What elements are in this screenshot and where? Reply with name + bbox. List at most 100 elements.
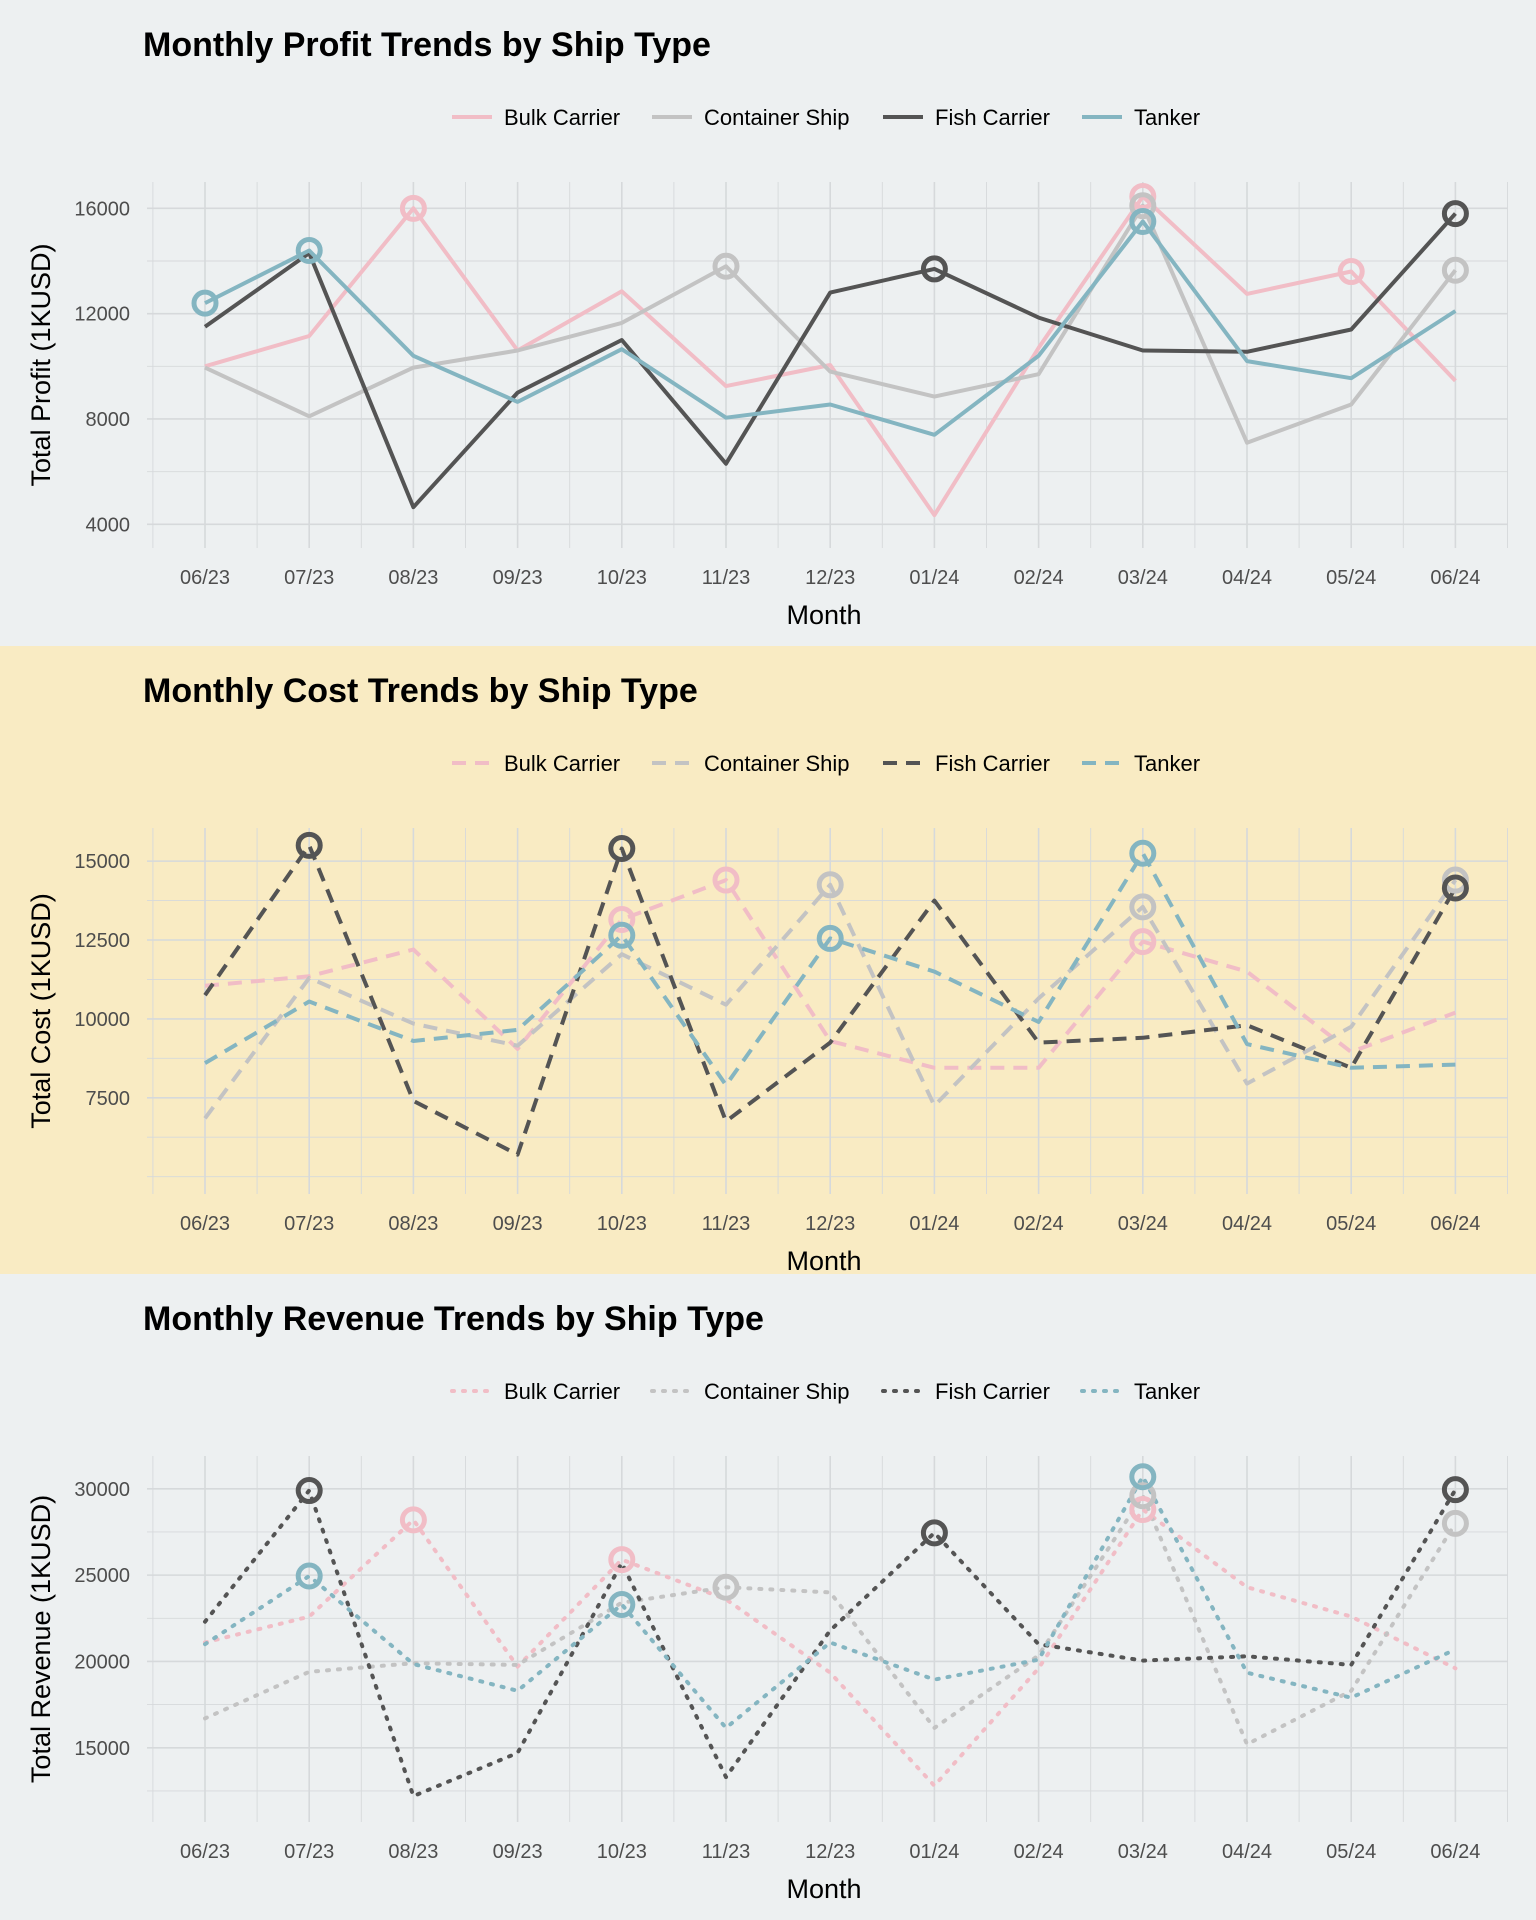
x-tick-label: 06/23 [180, 567, 230, 589]
panel-background [0, 1274, 1536, 1920]
x-tick-label: 07/23 [284, 1213, 334, 1235]
y-tick-label: 30000 [74, 1479, 130, 1501]
series-line-container-ship [204, 203, 1457, 445]
legend: Bulk Carrier Container Ship Fish Carrier Ta… [452, 751, 1200, 776]
highlight-marker-container-ship [1129, 893, 1157, 921]
x-tick-label: 03/24 [1118, 1213, 1168, 1235]
highlight-marker-bulk-carrier [1129, 182, 1157, 210]
y-axis-title: Total Profit (1KUSD) [26, 243, 56, 486]
legend-label-fish-carrier: Fish Carrier [935, 105, 1050, 130]
legend: Bulk Carrier Container Ship Fish Carrier Ta… [450, 1379, 1200, 1404]
x-tick-label: 06/23 [180, 1841, 230, 1863]
x-tick-label: 09/23 [493, 567, 543, 589]
x-tick-label: 05/24 [1326, 567, 1376, 589]
chart-title: Monthly Profit Trends by Ship Type [143, 26, 711, 64]
highlight-marker-container-ship [816, 871, 844, 899]
highlight-marker-fish-carrier [920, 1519, 948, 1547]
profit-panel: Monthly Profit Trends by Ship Type Bulk C… [0, 0, 1536, 646]
highlight-marker-tanker [608, 1590, 636, 1618]
x-tick-label: 10/23 [597, 1841, 647, 1863]
legend-label-bulk-carrier: Bulk Carrier [504, 751, 620, 776]
x-tick-label: 08/23 [388, 1213, 438, 1235]
highlight-marker-fish-carrier [295, 831, 323, 859]
y-tick-label: 20000 [74, 1651, 130, 1673]
highlight-marker-bulk-carrier [608, 906, 636, 933]
x-tick-label: 10/23 [597, 1213, 647, 1235]
x-tick-label: 05/24 [1326, 1213, 1376, 1235]
y-tick-label: 16000 [74, 198, 130, 220]
x-tick-label: 12/23 [805, 567, 855, 589]
x-tick-label: 11/23 [702, 1841, 751, 1863]
x-axis-title: Month [786, 600, 861, 630]
y-tick-label: 12500 [74, 930, 130, 952]
highlight-marker-fish-carrier [608, 835, 636, 863]
highlight-marker-fish-carrier [1441, 200, 1469, 228]
highlight-marker-bulk-carrier [399, 1506, 427, 1534]
highlight-marker-container-ship [1129, 1482, 1157, 1510]
highlight-marker-bulk-carrier [399, 194, 427, 222]
x-tick-label: 02/24 [1014, 567, 1064, 589]
panel-background [0, 0, 1536, 646]
y-tick-label: 4000 [86, 514, 131, 536]
series-line-tanker [204, 219, 1457, 437]
highlight-marker-bulk-carrier [1337, 258, 1365, 286]
revenue-panel: Monthly Revenue Trends by Ship Type Bulk … [0, 1274, 1536, 1920]
x-axis-title: Month [786, 1874, 861, 1904]
series-lines [203, 194, 1457, 518]
x-tick-label: 06/24 [1430, 567, 1480, 589]
x-tick-label: 06/23 [180, 1213, 230, 1235]
y-tick-label: 25000 [74, 1565, 130, 1587]
x-tick-label: 03/24 [1118, 1841, 1168, 1863]
highlight-markers [295, 831, 1469, 956]
legend-label-fish-carrier: Fish Carrier [935, 751, 1050, 776]
highlight-marker-container-ship [712, 252, 740, 280]
legend-label-tanker: Tanker [1134, 105, 1200, 130]
highlight-marker-tanker [1129, 839, 1157, 867]
cost-panel: Monthly Cost Trends by Ship Type Bulk Car… [0, 646, 1536, 1274]
highlight-marker-tanker [191, 289, 219, 317]
x-tick-label: 07/23 [284, 567, 334, 589]
x-tick-label: 04/24 [1222, 567, 1272, 589]
series-line-bulk-carrier [203, 1507, 1458, 1788]
y-tick-label: 12000 [74, 304, 130, 326]
legend-label-tanker: Tanker [1134, 1379, 1200, 1404]
highlight-marker-tanker [295, 236, 323, 264]
highlight-marker-tanker [295, 1562, 323, 1590]
x-tick-label: 06/24 [1430, 1213, 1480, 1235]
highlight-marker-bulk-carrier [608, 1546, 636, 1574]
x-tick-label: 09/23 [493, 1841, 543, 1863]
highlight-marker-tanker [608, 921, 636, 949]
y-axis-title: Total Revenue (1KUSD) [26, 1495, 56, 1783]
x-tick-label: 01/24 [909, 1213, 959, 1235]
highlight-marker-tanker [1129, 1463, 1157, 1491]
highlight-marker-tanker [816, 924, 844, 952]
y-tick-label: 8000 [86, 409, 131, 431]
legend: Bulk Carrier Container Ship Fish Carrier Ta… [452, 105, 1200, 130]
series-line-container-ship [203, 1493, 1458, 1747]
y-axis-title: Total Cost (1KUSD) [26, 893, 56, 1129]
x-tick-label: 04/24 [1222, 1213, 1272, 1235]
x-tick-label: 01/24 [909, 567, 959, 589]
legend-label-fish-carrier: Fish Carrier [935, 1379, 1050, 1404]
x-tick-label: 12/23 [805, 1213, 855, 1235]
series-lines [203, 1474, 1458, 1799]
x-tick-label: 10/23 [597, 567, 647, 589]
grid [147, 828, 1508, 1194]
highlight-marker-fish-carrier [295, 1477, 323, 1505]
highlight-marker-fish-carrier [920, 255, 948, 283]
chart-title: Monthly Revenue Trends by Ship Type [143, 1300, 764, 1338]
x-tick-label: 02/24 [1014, 1213, 1064, 1235]
y-tick-label: 15000 [74, 1738, 130, 1760]
chart-title: Monthly Cost Trends by Ship Type [143, 672, 698, 710]
legend-label-container-ship: Container Ship [704, 1379, 850, 1404]
highlight-marker-container-ship [712, 1573, 740, 1601]
x-tick-label: 05/24 [1326, 1841, 1376, 1863]
grid [147, 182, 1508, 548]
series-line-fish-carrier [203, 843, 1458, 1157]
highlight-marker-fish-carrier [1441, 1476, 1469, 1504]
grid [147, 1456, 1508, 1822]
series-line-fish-carrier [203, 212, 1457, 510]
highlight-marker-bulk-carrier [712, 866, 740, 894]
x-tick-label: 11/23 [702, 1213, 751, 1235]
x-tick-label: 11/23 [702, 567, 751, 589]
